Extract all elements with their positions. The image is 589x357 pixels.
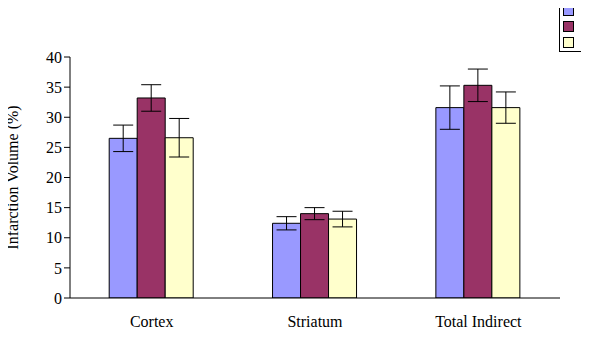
svg-text:20: 20 <box>46 169 62 186</box>
svg-text:10: 10 <box>46 229 62 246</box>
svg-text:25: 25 <box>46 139 62 156</box>
svg-text:Infarction Volume (%): Infarction Volume (%) <box>8 105 22 249</box>
svg-text:Striatum: Striatum <box>287 313 343 330</box>
svg-text:40: 40 <box>46 49 62 66</box>
svg-text:30: 30 <box>46 109 62 126</box>
svg-text:Total Indirect: Total Indirect <box>435 313 522 330</box>
svg-text:5: 5 <box>54 260 62 277</box>
svg-text:35: 35 <box>46 79 62 96</box>
svg-text:Cortex: Cortex <box>130 313 174 330</box>
svg-text:0: 0 <box>54 290 62 307</box>
svg-text:15: 15 <box>46 199 62 216</box>
